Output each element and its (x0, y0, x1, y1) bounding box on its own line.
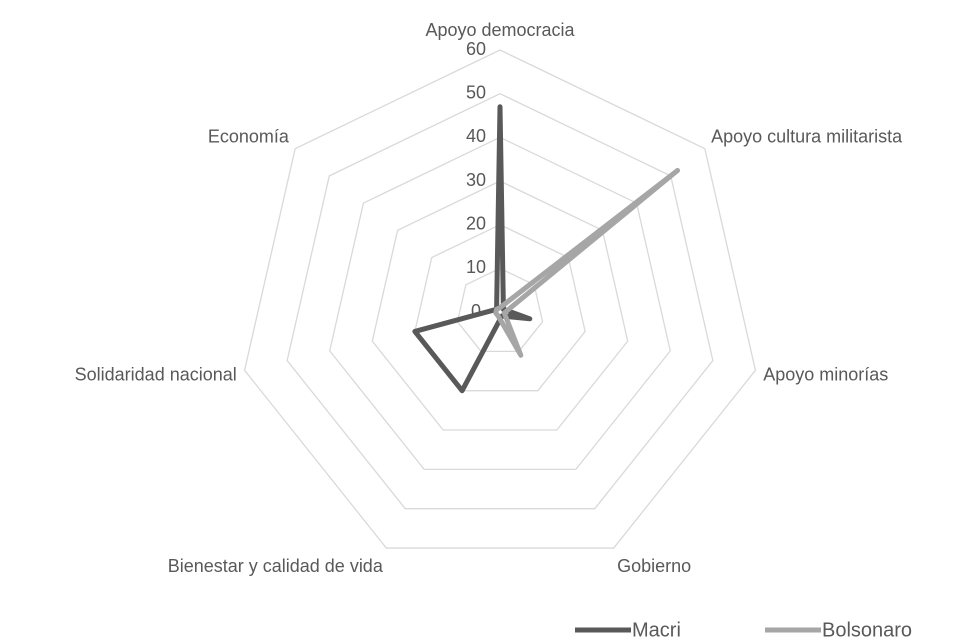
r-tick-label: 30 (466, 170, 486, 190)
grid-ring (414, 223, 586, 392)
r-tick-label: 20 (466, 213, 486, 233)
category-label: Apoyo minorías (763, 364, 889, 385)
category-label: Bienestar y calidad de vida (167, 556, 383, 577)
category-label: Gobierno (617, 556, 692, 577)
grid-ring (243, 49, 757, 549)
r-tick-label: 60 (466, 39, 486, 59)
category-label: Apoyo cultura militarista (711, 126, 903, 147)
r-tick-label: 0 (471, 301, 481, 321)
legend-label: Bolsonaro (822, 619, 912, 641)
grid-ring (371, 180, 629, 431)
category-label: Apoyo democracia (425, 20, 575, 40)
series-line (493, 167, 681, 358)
r-tick-label: 10 (466, 257, 486, 277)
r-tick-label: 50 (466, 82, 486, 102)
grid-ring (456, 267, 544, 352)
category-label: Economía (207, 126, 289, 147)
grid-ring (286, 92, 714, 510)
grid-ring (329, 136, 671, 471)
legend-label: Macri (632, 619, 681, 641)
category-label: Solidaridad nacional (74, 364, 237, 385)
r-tick-label: 40 (466, 126, 486, 146)
series-line (412, 104, 533, 394)
